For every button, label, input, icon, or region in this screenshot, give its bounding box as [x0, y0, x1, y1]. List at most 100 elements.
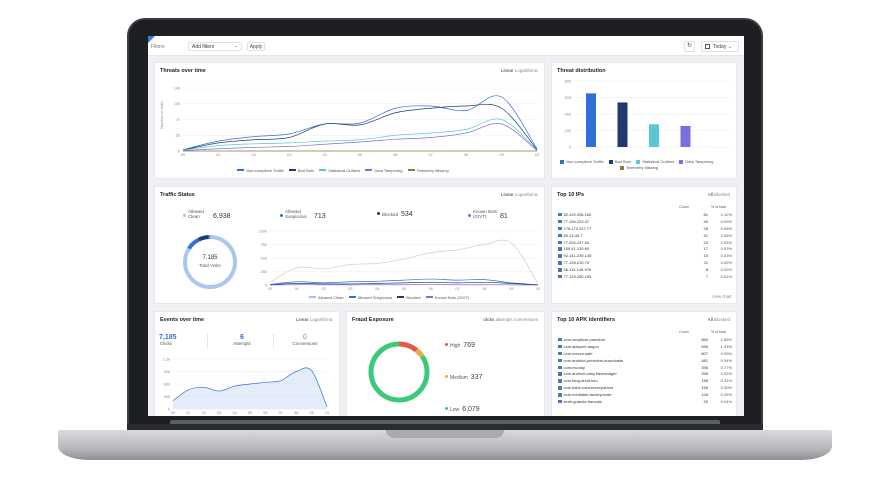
threats-over-time-card: Threats over time Linear Logarithmic 0 35…	[154, 62, 545, 179]
legend-item: Telemetry Missing	[626, 165, 659, 170]
y-tick-label: 900	[164, 370, 170, 374]
add-filters-dropdown[interactable]: Add filters ⌄	[188, 42, 242, 51]
row-checkbox[interactable]	[558, 261, 562, 265]
scale-linear[interactable]: Linear	[500, 68, 514, 73]
row-checkbox[interactable]	[558, 379, 562, 383]
col-pct-header: % of total	[711, 205, 726, 209]
stat-allowed-clean: Allowed Clean 6,938	[183, 209, 231, 220]
x-tick-label: 02	[321, 287, 325, 291]
row-checkbox[interactable]	[558, 372, 562, 376]
row-checkbox[interactable]	[558, 240, 562, 244]
opt-clicks[interactable]: clicks	[483, 317, 495, 322]
row-checkbox[interactable]	[558, 274, 562, 279]
row-pct: 0.09%	[720, 218, 732, 224]
table-row[interactable]: com.android.providers.downloads 481 0.94%	[558, 357, 732, 364]
table-row[interactable]: 77.129.250.195 7 0.01%	[558, 273, 732, 280]
table-row[interactable]: 77.196.223.37 45 0.09%	[558, 218, 732, 225]
top-apk-table: com.snapfuse.premium 850 1.65% com.apkpure.…	[558, 336, 732, 405]
scale-linear[interactable]: Linear	[500, 192, 514, 197]
table-row[interactable]: com.mezzu.safe 507 0.99%	[558, 350, 732, 357]
fraud-label: Medium	[450, 375, 468, 381]
legend-item: Data Tampering	[685, 159, 714, 164]
row-checkbox[interactable]	[558, 268, 562, 272]
stat-label: Blocked	[382, 212, 399, 217]
filter-all[interactable]: All	[707, 192, 713, 197]
stat-allowed-suspicious: Allowed Suspicious 713	[280, 209, 326, 220]
card-title: Threats over time	[160, 68, 206, 74]
table-row[interactable]: 80.13.45.7 31 0.06%	[558, 232, 732, 239]
laptop-hinge-strip	[170, 420, 720, 426]
table-row[interactable]: com.snapfuse.premium 850 1.65%	[558, 336, 732, 343]
row-checkbox[interactable]	[558, 358, 562, 363]
row-checkbox[interactable]	[558, 219, 562, 224]
opt-attempts[interactable]: attempts	[495, 317, 513, 322]
traffic-legend: Allowed Clean Allowed Suspicious Blocked…	[305, 295, 469, 300]
row-checkbox[interactable]	[558, 337, 562, 342]
filter-blocked[interactable]: Blocked	[713, 192, 730, 197]
view-chart-link[interactable]: View chart	[712, 294, 732, 299]
opt-conversions[interactable]: conversions	[513, 317, 538, 322]
legend-item: Allowed Clean	[318, 295, 344, 300]
row-checkbox[interactable]	[558, 351, 562, 356]
series-line-bad-bots	[182, 103, 538, 151]
fraud-value: 6,079	[462, 406, 480, 413]
scale-log[interactable]: Logarithmic	[309, 317, 333, 322]
traffic-status-card: Traffic Status Linear Logarithmic Allowe…	[154, 186, 545, 304]
row-checkbox[interactable]	[558, 365, 562, 369]
donut-label: Total Visits	[199, 263, 221, 268]
top-apk-card: Top 10 APK identifiers All Blocked Count…	[551, 311, 737, 416]
x-tick-label: 06	[429, 287, 433, 291]
stat-value: 534	[401, 211, 413, 218]
row-count: 481	[701, 357, 708, 363]
apply-button[interactable]: Apply	[247, 42, 265, 51]
row-name: com.mcolay	[563, 364, 585, 370]
col-count-header: Count	[679, 205, 689, 209]
x-tick-label: 00	[181, 153, 185, 157]
table-row[interactable]: 82.120.206.160 81 0.12%	[558, 211, 732, 218]
table-row[interactable]: com.apkpure.aegon 696 1.33%	[558, 343, 732, 350]
table-row[interactable]: 176.173.227.77 28 0.08%	[558, 225, 732, 232]
row-pct: 0.12%	[720, 211, 732, 217]
table-row[interactable]: 46.114.146.109 8 0.02%	[558, 266, 732, 273]
row-checkbox[interactable]	[558, 344, 562, 349]
x-tick-label: 01	[186, 411, 190, 415]
row-checkbox[interactable]	[558, 226, 562, 231]
refresh-button[interactable]: ↻	[684, 41, 695, 52]
table-row[interactable]: com.mediatek.factorymode 128 0.25%	[558, 391, 732, 398]
x-tick-label: 00	[171, 411, 175, 415]
row-checkbox[interactable]	[558, 254, 562, 258]
row-count: 28	[703, 225, 708, 231]
row-count: 20	[703, 398, 708, 404]
card-title: Events over time	[160, 317, 205, 323]
table-row[interactable]: com.fang.droid.tutu 158 0.31%	[558, 377, 732, 384]
scale-log[interactable]: Logarithmic	[514, 192, 538, 197]
table-row[interactable]: 92.141.239.145 15 0.03%	[558, 252, 732, 259]
table-row[interactable]: 77.204.247.64 24 0.05%	[558, 239, 732, 246]
row-checkbox[interactable]	[558, 393, 562, 397]
filter-blocked[interactable]: Blocked	[713, 317, 730, 322]
x-tick-label: 05	[358, 153, 362, 157]
row-checkbox[interactable]	[558, 399, 562, 404]
scale-linear[interactable]: Linear	[295, 317, 309, 322]
kpi-value: 6	[240, 334, 244, 341]
scale-log[interactable]: Logarithmic	[514, 68, 538, 73]
date-range-dropdown[interactable]: Today ⌄	[701, 41, 739, 52]
chevron-down-icon: ⌄	[727, 44, 732, 50]
x-tick-label: 10	[325, 411, 329, 415]
table-row[interactable]: com.mcolay 396 0.77%	[558, 364, 732, 371]
fraud-donut-chart	[368, 341, 430, 403]
row-checkbox[interactable]	[558, 386, 562, 390]
refresh-icon: ↻	[686, 43, 693, 49]
table-row[interactable]: com.android.easy.filemanager 265 0.52%	[558, 370, 732, 377]
row-checkbox[interactable]	[558, 233, 562, 238]
table-row[interactable]: serie.gratuite.francais 20 0.04%	[558, 398, 732, 405]
table-row[interactable]: 109.41.130.60 17 0.03%	[558, 245, 732, 252]
filter-all[interactable]: All	[707, 317, 713, 322]
table-row[interactable]: com.fuibe.colorseverywhere 156 0.30%	[558, 384, 732, 391]
row-checkbox[interactable]	[558, 212, 562, 217]
row-pct: 0.52%	[720, 371, 732, 377]
table-row[interactable]: 77.128.210.70 11 0.02%	[558, 259, 732, 266]
x-tick-label: 08	[294, 411, 298, 415]
row-checkbox[interactable]	[558, 247, 562, 251]
